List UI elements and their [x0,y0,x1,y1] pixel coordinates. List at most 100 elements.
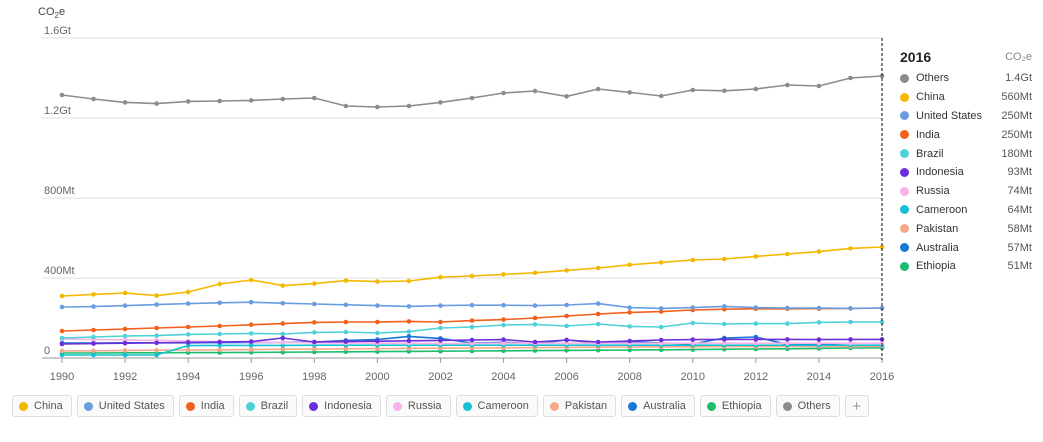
data-point[interactable] [501,322,506,328]
data-point[interactable] [59,352,65,358]
data-point[interactable] [564,337,569,343]
data-point[interactable] [627,310,632,315]
data-point[interactable] [848,75,853,81]
data-point[interactable] [91,96,96,102]
data-point[interactable] [122,100,128,105]
data-point[interactable] [280,346,286,352]
data-point[interactable] [816,249,822,254]
series-line[interactable] [61,246,883,297]
data-point[interactable] [185,324,191,330]
data-point[interactable] [501,272,506,277]
data-point[interactable] [312,95,317,101]
data-point[interactable] [469,273,475,279]
chip-indonesia[interactable]: Indonesia [302,395,381,417]
series-others[interactable] [59,73,885,110]
legend-row[interactable]: Cameroon 64Mt [890,201,1040,220]
chip-brazil[interactable]: Brazil [238,395,298,417]
data-point[interactable] [690,305,696,310]
chip-ethiopia[interactable]: Ethiopia [699,395,771,417]
data-point[interactable] [280,335,286,341]
legend-row[interactable]: Ethiopia 51Mt [890,257,1040,276]
data-point[interactable] [469,318,475,323]
legend-row[interactable]: Pakistan 58Mt [890,219,1040,238]
data-point[interactable] [532,88,538,94]
data-point[interactable] [375,104,380,110]
data-point[interactable] [438,338,443,343]
data-point[interactable] [217,300,222,306]
data-point[interactable] [59,293,65,299]
data-point[interactable] [248,339,254,344]
data-point[interactable] [627,324,632,329]
data-point[interactable] [658,340,664,346]
data-point[interactable] [848,337,853,342]
data-point[interactable] [59,328,65,334]
data-point[interactable] [658,337,664,343]
data-point[interactable] [469,337,475,343]
series-lines[interactable] [59,73,885,358]
data-point[interactable] [532,270,538,276]
data-point[interactable] [185,340,191,345]
data-point[interactable] [785,340,790,346]
data-point[interactable] [722,88,727,94]
data-point[interactable] [312,301,317,307]
chip-others[interactable]: Others [775,395,840,417]
data-point[interactable] [532,339,538,345]
data-point[interactable] [564,94,569,99]
series-indonesia[interactable] [59,335,885,347]
data-point[interactable] [469,324,475,330]
data-point[interactable] [375,346,380,351]
chip-pakistan[interactable]: Pakistan [542,395,617,417]
data-point[interactable] [879,319,885,325]
data-point[interactable] [406,334,412,339]
data-point[interactable] [185,99,191,104]
data-point[interactable] [154,340,159,346]
data-point[interactable] [217,331,222,337]
data-point[interactable] [185,343,191,348]
data-point[interactable] [816,340,822,346]
data-point[interactable] [658,324,664,330]
data-point[interactable] [217,281,222,287]
data-point[interactable] [595,86,601,92]
data-point[interactable] [154,347,159,353]
data-point[interactable] [406,346,412,351]
data-point[interactable] [154,352,159,358]
data-point[interactable] [59,304,65,310]
data-point[interactable] [501,317,506,322]
data-point[interactable] [438,100,443,105]
data-point[interactable] [280,340,286,345]
chip-australia[interactable]: Australia [621,395,695,417]
data-point[interactable] [280,331,286,337]
data-point[interactable] [658,309,664,314]
data-point[interactable] [154,101,159,106]
data-point[interactable] [185,347,191,353]
data-point[interactable] [406,338,412,344]
data-point[interactable] [59,341,65,347]
data-point[interactable] [122,333,128,339]
data-point[interactable] [280,321,286,326]
data-point[interactable] [343,278,349,283]
data-point[interactable] [59,335,65,341]
data-point[interactable] [595,339,601,345]
data-point[interactable] [280,300,286,306]
data-point[interactable] [753,340,759,346]
data-point[interactable] [785,251,790,257]
data-point[interactable] [122,348,128,353]
chip-china[interactable]: China [12,395,72,417]
data-point[interactable] [248,322,254,328]
data-point[interactable] [91,292,96,297]
data-point[interactable] [154,302,159,307]
data-point[interactable] [122,290,128,296]
data-point[interactable] [406,319,412,324]
data-point[interactable] [690,340,696,346]
data-point[interactable] [375,330,380,336]
data-point[interactable] [753,337,759,342]
data-point[interactable] [564,302,569,308]
data-point[interactable] [753,305,759,310]
data-point[interactable] [564,313,569,319]
chip-russia[interactable]: Russia [385,395,451,417]
data-point[interactable] [722,340,727,346]
data-point[interactable] [122,337,128,343]
data-point[interactable] [848,306,853,311]
data-point[interactable] [501,337,506,342]
data-point[interactable] [564,340,569,346]
